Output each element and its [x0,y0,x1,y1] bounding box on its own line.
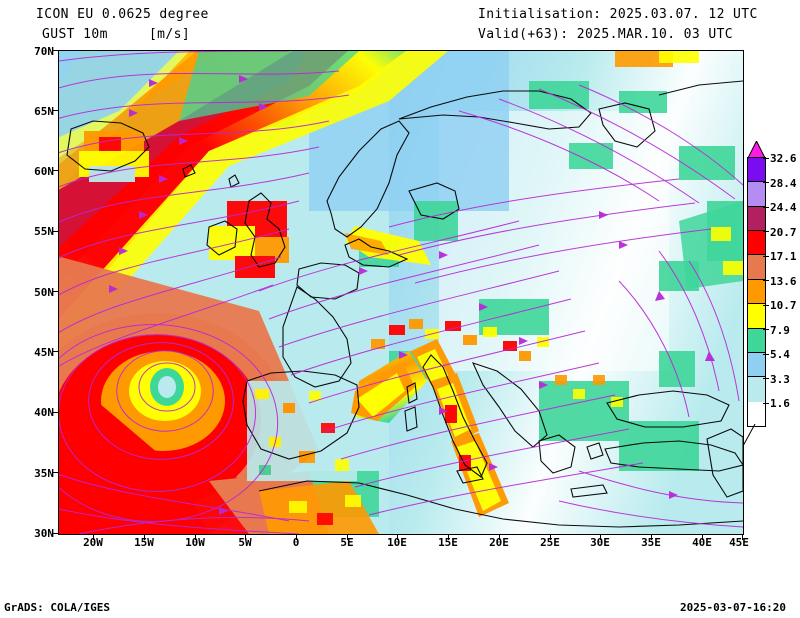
colorbar-tick [763,158,769,159]
y-tick-mark [52,50,58,51]
colorbar-label: 13.6 [770,275,797,288]
colorbar-label: 7.9 [770,324,790,337]
x-tick-mark [550,534,551,540]
colorbar-segment [748,352,765,378]
x-tick-label: 10W [185,536,205,549]
colorbar-segment [748,304,765,329]
colorbar-label: 10.7 [770,299,797,312]
colorbar-tick [763,207,769,208]
x-tick-mark [600,534,601,540]
y-tick-label: 35N [34,467,54,480]
colorbar-label: 24.4 [770,201,797,214]
colorbar-label: 3.3 [770,373,790,386]
colorbar-label: 32.6 [770,152,797,165]
x-tick-label: 35E [641,536,661,549]
x-tick-mark [245,534,246,540]
x-tick-label: 30E [590,536,610,549]
colorbar-tick [763,231,769,232]
x-tick-mark [347,534,348,540]
colorbar-tick [763,256,769,257]
y-tick-mark [52,291,58,292]
x-tick-mark [651,534,652,540]
footer-attribution: GrADS: COLA/IGES [4,601,110,614]
colorbar-segment [748,328,765,353]
x-tick-label: 45E [729,536,749,549]
y-tick-label: 30N [34,527,54,540]
x-tick-mark [742,534,743,540]
x-tick-mark [448,534,449,540]
colorbar-label: 20.7 [770,226,797,239]
colorbar-tick [763,354,769,355]
x-tick-mark [397,534,398,540]
colorbar-segment [748,206,765,232]
y-tick-label: 70N [34,45,54,58]
colorbar-label: 28.4 [770,177,797,190]
x-tick-label: 10E [387,536,407,549]
x-tick-mark [93,534,94,540]
y-tick-label: 55N [34,225,54,238]
colorbar-segments [747,157,766,427]
colorbar-min-tail [742,424,756,446]
x-tick-mark [499,534,500,540]
y-tick-label: 65N [34,105,54,118]
x-tick-label: 5E [340,536,354,549]
y-tick-mark [52,412,58,413]
model-title: ICON EU 0.0625 degree [36,7,209,22]
colorbar-segment [748,255,765,280]
colorbar-label: 1.6 [770,397,790,410]
colorbar-segment [748,158,765,183]
streamline-arrowheads [109,75,715,515]
x-tick-label: 15E [438,536,458,549]
x-tick-mark [296,534,297,540]
variable-title: GUST 10m [m/s] [42,27,191,42]
x-tick-label: 20E [489,536,509,549]
colorbar-tick [763,182,769,183]
x-tick-label: 5W [238,536,252,549]
y-tick-mark [52,110,58,111]
y-tick-mark [52,170,58,171]
colorbar-segment [748,231,765,256]
colorbar-tick [763,329,769,330]
x-tick-mark [702,534,703,540]
colorbar-label: 17.1 [770,250,797,263]
y-tick-label: 45N [34,346,54,359]
y-tick-label: 60N [34,165,54,178]
colorbar-segment [748,182,765,207]
x-tick-label: 25E [540,536,560,549]
footer-timestamp: 2025-03-07-16:20 [680,601,786,614]
y-tick-mark [52,533,58,534]
map-plot-area [58,50,744,535]
colorbar-tick [763,403,769,404]
y-tick-mark [52,231,58,232]
streamline-overlay [59,51,743,534]
y-tick-mark [52,351,58,352]
x-tick-label: 0 [292,536,300,549]
colorbar-max-arrow [747,141,766,158]
x-tick-label: 15W [134,536,154,549]
coastline-overlay [66,80,743,528]
colorbar-segment [748,279,765,305]
x-tick-label: 40E [692,536,712,549]
colorbar-tick [763,378,769,379]
colorbar-tick [763,280,769,281]
colorbar-tick [763,305,769,306]
colorbar-segment [748,377,765,402]
y-tick-label: 40N [34,406,54,419]
x-tick-mark [144,534,145,540]
y-tick-label: 50N [34,286,54,299]
gust-field-raster [59,51,743,534]
valid-time: Valid(+63): 2025.MAR.10. 03 UTC [478,27,734,42]
initialisation-time: Initialisation: 2025.03.07. 12 UTC [478,7,758,22]
y-tick-mark [52,472,58,473]
colorbar-label: 5.4 [770,348,790,361]
x-tick-label: 20W [83,536,103,549]
x-tick-mark [195,534,196,540]
